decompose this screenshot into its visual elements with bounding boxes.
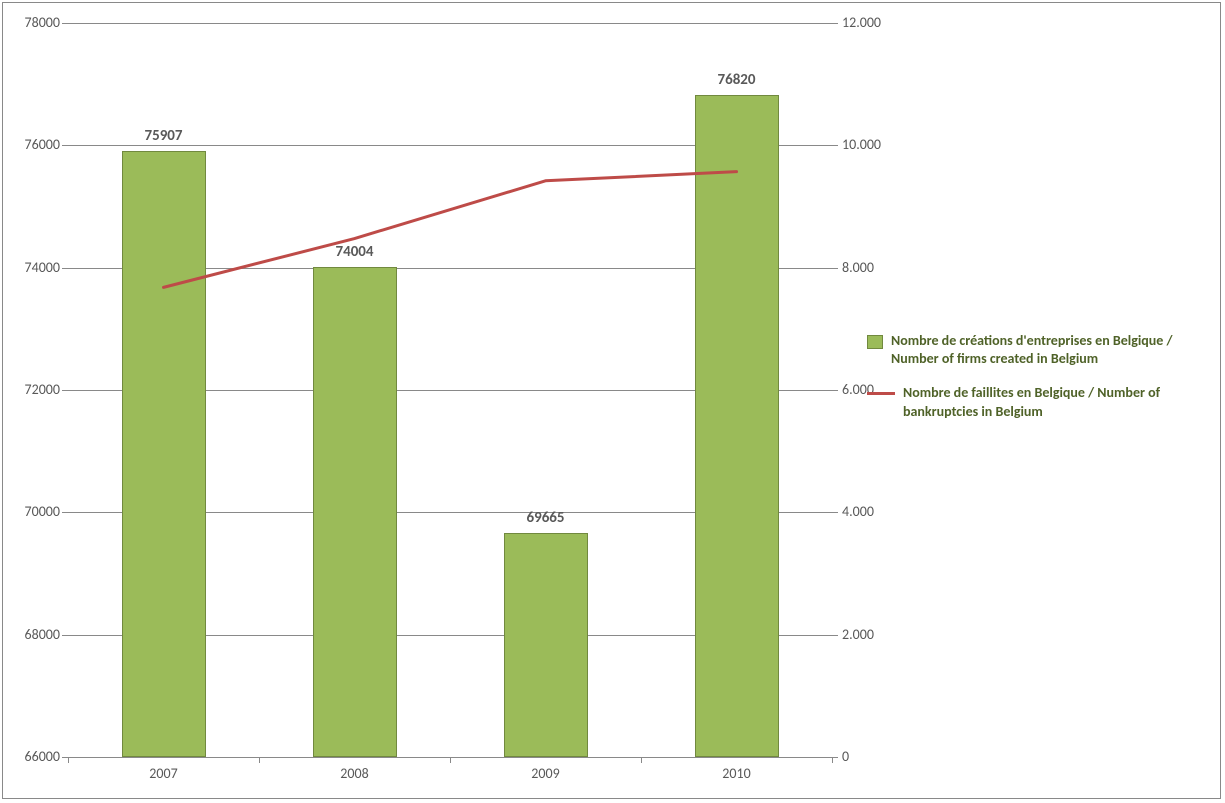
y-right-tick (832, 512, 838, 513)
x-tick (832, 757, 833, 763)
y-right-tick-label: 2.000 (842, 626, 874, 643)
line-series (68, 23, 832, 757)
y-right-tick-label: 8.000 (842, 259, 874, 276)
legend-label: Nombre de faillites en Belgique / Number… (903, 384, 1203, 420)
y-right-tick (832, 268, 838, 269)
y-left-tick-label: 68000 (25, 626, 60, 643)
y-left-tick-label: 76000 (25, 136, 60, 153)
x-tick-label: 2008 (340, 765, 368, 782)
y-right-tick-label: 12.000 (842, 14, 881, 31)
x-tick (450, 757, 451, 763)
y-right-tick (832, 145, 838, 146)
y-right-tick-label: 0 (842, 748, 849, 765)
y-right-tick (832, 390, 838, 391)
x-tick-label: 2009 (531, 765, 559, 782)
legend-item: Nombre de créations d'entreprises en Bel… (867, 332, 1207, 368)
y-right-tick-label: 10.000 (842, 136, 881, 153)
y-left-tick-label: 70000 (25, 503, 60, 520)
y-right-tick (832, 635, 838, 636)
legend-label: Nombre de créations d'entreprises en Bel… (891, 332, 1191, 368)
y-left-tick-label: 72000 (25, 381, 60, 398)
legend-swatch-line (867, 392, 895, 395)
y-left-tick-label: 74000 (25, 259, 60, 276)
plot-area: 6600068000700007200074000760007800002.00… (68, 23, 832, 757)
chart-frame: 66000 68000 70000 72000 74000 76000 78000 0 2.00… (2, 2, 1221, 799)
y-right-tick-label: 4.000 (842, 503, 874, 520)
x-tick-label: 2010 (722, 765, 750, 782)
x-tick (259, 757, 260, 763)
y-right-tick (832, 23, 838, 24)
legend-swatch-bar (867, 335, 883, 349)
x-tick (641, 757, 642, 763)
y-left-tick-label: 66000 (25, 748, 60, 765)
legend-item: Nombre de faillites en Belgique / Number… (867, 384, 1207, 420)
legend: Nombre de créations d'entreprises en Bel… (867, 332, 1207, 437)
x-tick (68, 757, 69, 763)
y-left-tick-label: 78000 (25, 14, 60, 31)
x-tick-label: 2007 (149, 765, 177, 782)
